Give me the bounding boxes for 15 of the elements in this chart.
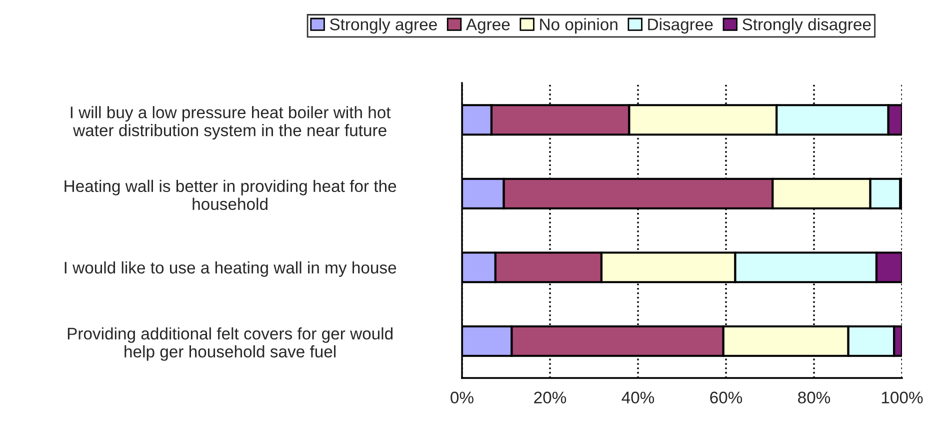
x-tick-label: 60% xyxy=(710,392,742,404)
x-tick-label: 20% xyxy=(534,392,566,404)
x-tick-label: 80% xyxy=(798,392,830,404)
legend-label: Strongly disagree xyxy=(742,18,871,34)
legend-label: Agree xyxy=(466,18,510,34)
legend-label: Strongly agree xyxy=(330,18,437,34)
legend-label: No opinion xyxy=(540,18,618,34)
x-tick-label: 40% xyxy=(622,392,654,404)
y-tick-label: I will buy a low pressure heat boiler with hot water distribution system in the near future xyxy=(70,106,391,140)
y-tick-label: I would like to use a heating wall in my house xyxy=(64,261,396,277)
legend-label: Disagree xyxy=(648,18,713,34)
y-tick-label: Providing additional felt covers for ger would help ger household save fuel xyxy=(68,327,393,361)
x-tick-label: 100% xyxy=(882,392,923,404)
x-tick-label: 0% xyxy=(450,392,474,404)
y-tick-label: Heating wall is better in providing heat for the household xyxy=(64,180,396,210)
